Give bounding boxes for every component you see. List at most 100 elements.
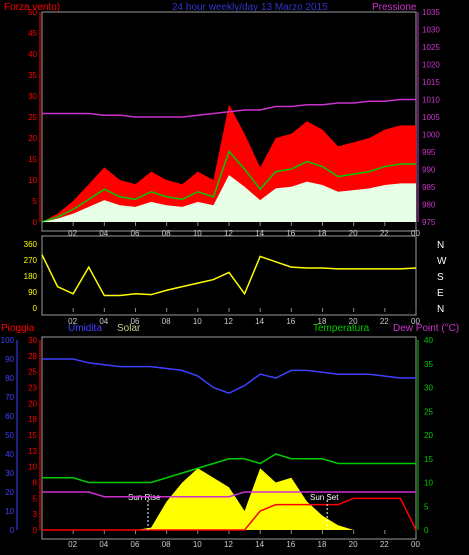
wind-direction-line — [41, 254, 417, 297]
p1-x-tick-label: 20 — [349, 229, 358, 238]
p1-left-tick-label: 50 — [28, 8, 37, 17]
p3-humidity-tick-label: 100 — [1, 336, 15, 345]
p2-x-tick-label: 10 — [193, 317, 202, 326]
p1-x-tick-label: 10 — [193, 229, 202, 238]
p2-compass-label: N — [437, 304, 444, 315]
p1-left-tick-label: 25 — [28, 113, 37, 122]
p2-left-tick-label: 90 — [28, 288, 37, 297]
p2-left-tick-label: 270 — [24, 256, 38, 265]
p3-temp-tick-label: 0 — [424, 526, 429, 535]
p3-humidity-tick-label: 10 — [5, 507, 14, 516]
p3-temp-tick-label: 35 — [424, 360, 433, 369]
p3-rain-tick-label: 8 — [33, 479, 38, 488]
p1-left-tick-label: 5 — [33, 197, 38, 206]
p1-x-tick-label: 06 — [131, 229, 140, 238]
p1-x-tick-label: 00 — [411, 229, 420, 238]
p3-rain-tick-label: 3 — [33, 510, 38, 519]
p3-rain-tick-label: 0 — [33, 526, 38, 535]
p3-humidity-tick-label: 90 — [5, 355, 14, 364]
p1-left-tick-label: 15 — [28, 155, 37, 164]
p1-x-tick-label: 08 — [162, 229, 171, 238]
sun-set-label: Sun Set — [310, 493, 339, 502]
panel1-center-title: 24 hour weekly/day 13 Marzo 2015 — [172, 2, 328, 13]
p1-right-tick-label: 1020 — [422, 61, 440, 70]
p3-rain-tick-label: 13 — [28, 447, 37, 456]
p1-right-tick-label: 1035 — [422, 8, 440, 17]
p2-compass-label: N — [437, 240, 444, 251]
p1-right-tick-label: 1030 — [422, 26, 440, 35]
p3-rain-tick-label: 18 — [28, 415, 37, 424]
p1-x-tick-label: 04 — [99, 229, 108, 238]
panel2-plot-area — [41, 235, 417, 316]
p2-compass-label: S — [437, 272, 444, 283]
p1-right-tick-label: 1005 — [422, 113, 440, 122]
pressure-line — [42, 98, 416, 118]
dewpoint-label: Dew Point (°C) — [393, 323, 459, 334]
p3-temp-tick-label: 40 — [424, 336, 433, 345]
p2-x-tick-label: 00 — [411, 317, 420, 326]
p1-left-tick-label: 45 — [28, 29, 37, 38]
p1-right-tick-label: 975 — [422, 218, 436, 227]
p2-x-tick-label: 14 — [255, 317, 264, 326]
p3-humidity-tick-label: 40 — [5, 450, 14, 459]
p1-right-tick-label: 990 — [422, 166, 436, 175]
p2-x-tick-label: 04 — [99, 317, 108, 326]
data-layer — [41, 98, 417, 531]
p1-right-tick-label: 1025 — [422, 43, 440, 52]
p3-humidity-tick-label: 30 — [5, 469, 14, 478]
p3-rain-tick-label: 30 — [28, 336, 37, 345]
wind-average-line — [41, 149, 416, 223]
p3-temp-tick-label: 20 — [424, 431, 433, 440]
p3-temp-tick-label: 15 — [424, 455, 433, 464]
p3-humidity-tick-label: 70 — [5, 393, 14, 402]
p2-left-tick-label: 360 — [24, 240, 38, 249]
p1-left-tick-label: 10 — [28, 176, 37, 185]
p3-x-tick-label: 16 — [286, 540, 295, 549]
p3-x-tick-label: 00 — [411, 540, 420, 549]
p1-x-tick-label: 02 — [68, 229, 77, 238]
p3-x-tick-label: 08 — [162, 540, 171, 549]
p3-x-tick-label: 02 — [68, 540, 77, 549]
p2-left-tick-label: 0 — [33, 304, 38, 313]
solar-area — [42, 468, 416, 530]
p3-temp-tick-label: 30 — [424, 384, 433, 393]
p1-right-tick-label: 985 — [422, 183, 436, 192]
p2-x-tick-label: 08 — [162, 317, 171, 326]
p2-compass-label: E — [437, 288, 444, 299]
p2-x-tick-label: 20 — [349, 317, 358, 326]
p1-x-tick-label: 12 — [224, 229, 233, 238]
p3-x-tick-label: 10 — [193, 540, 202, 549]
p2-compass-label: W — [437, 256, 447, 267]
p1-right-tick-label: 980 — [422, 201, 436, 210]
p3-humidity-tick-label: 50 — [5, 431, 14, 440]
p3-x-tick-label: 06 — [131, 540, 140, 549]
p3-rain-tick-label: 5 — [33, 494, 38, 503]
p3-rain-tick-label: 25 — [28, 368, 37, 377]
rain-label: Pioggia — [1, 323, 35, 334]
p3-x-tick-label: 04 — [99, 540, 108, 549]
p1-left-tick-label: 30 — [28, 92, 37, 101]
p1-right-tick-label: 1010 — [422, 96, 440, 105]
p2-x-tick-label: 18 — [318, 317, 327, 326]
p3-x-tick-label: 18 — [318, 540, 327, 549]
p1-right-tick-label: 995 — [422, 148, 436, 157]
p1-right-tick-label: 1015 — [422, 78, 440, 87]
rain-line — [42, 497, 417, 531]
solar-label: Solar — [117, 323, 141, 334]
p3-x-tick-label: 22 — [380, 540, 389, 549]
p3-x-tick-label: 12 — [224, 540, 233, 549]
p2-x-tick-label: 12 — [224, 317, 233, 326]
p2-left-tick-label: 180 — [24, 272, 38, 281]
p3-temp-tick-label: 5 — [424, 502, 429, 511]
dewpoint-line — [42, 491, 416, 498]
p3-temp-tick-label: 10 — [424, 479, 433, 488]
wind-base-area — [42, 174, 416, 222]
p2-x-tick-label: 16 — [286, 317, 295, 326]
p1-left-tick-label: 40 — [28, 50, 37, 59]
p3-humidity-tick-label: 80 — [5, 374, 14, 383]
p2-x-tick-label: 22 — [380, 317, 389, 326]
p3-rain-tick-label: 20 — [28, 399, 37, 408]
p3-temp-tick-label: 25 — [424, 407, 433, 416]
p1-left-tick-label: 35 — [28, 71, 37, 80]
